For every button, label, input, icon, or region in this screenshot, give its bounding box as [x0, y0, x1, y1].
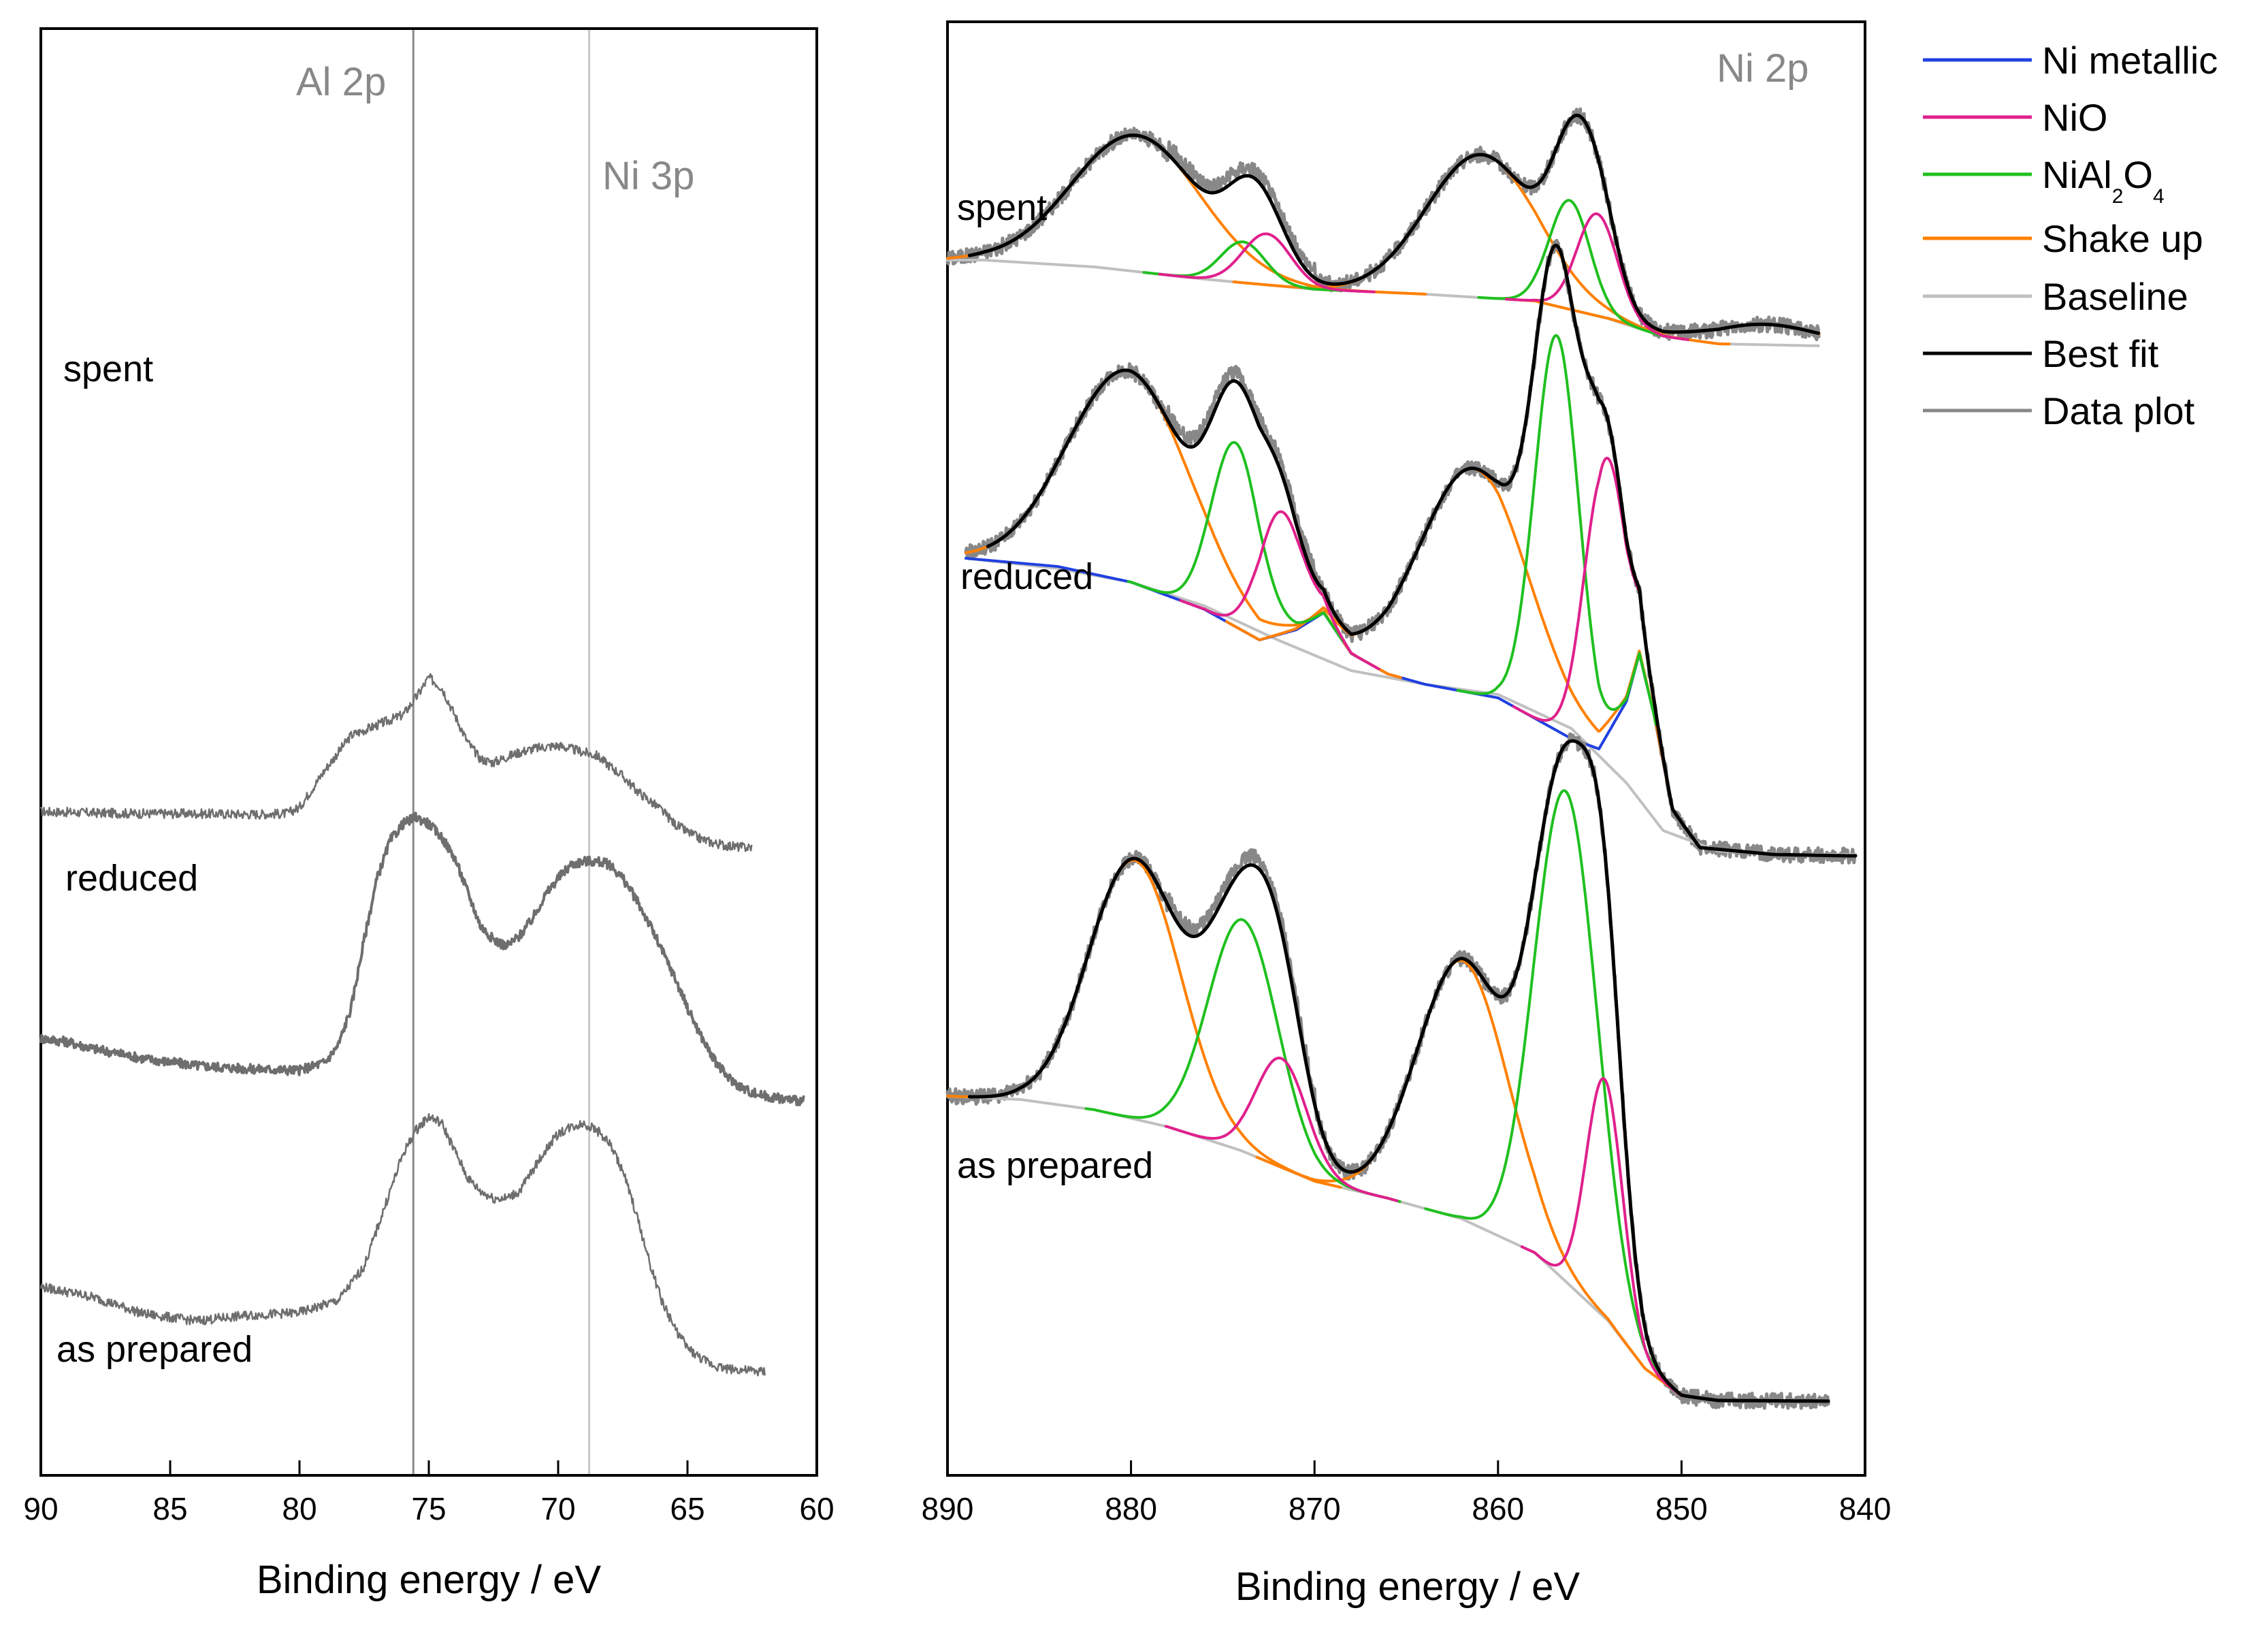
legend-label-best-fit: Best fit — [2042, 332, 2159, 375]
legend-label-shake-up: Shake up — [2042, 217, 2203, 260]
left-x-tick-label-65: 65 — [670, 1491, 704, 1526]
right-x-tick-label-850: 850 — [1655, 1491, 1708, 1526]
shake-up-as-prepared-2 — [1255, 959, 1671, 1388]
nial2o4-reduced-1 — [1127, 440, 1344, 643]
left-label-as-prepared: as prepared — [56, 1329, 253, 1370]
left-curves — [39, 673, 805, 1377]
left-spectrum-as-prepared — [39, 1112, 766, 1377]
legend-nial2o4-sub1: 2 — [2112, 185, 2124, 208]
left-spectrum-spent — [39, 673, 753, 852]
legend-nial2o4-sub2: 4 — [2153, 185, 2165, 208]
right-x-tick-label-880: 880 — [1105, 1491, 1157, 1526]
right-label-spent: spent — [957, 187, 1047, 228]
shake-up-spent-2 — [1232, 153, 1731, 346]
annotation-al2p: Al 2p — [296, 60, 386, 104]
nio-spent-1 — [1158, 232, 1376, 293]
right-label-reduced: reduced — [960, 556, 1093, 597]
legend-label-ni-metallic: Ni metallic — [2042, 39, 2218, 82]
left-x-tick-label-85: 85 — [152, 1491, 187, 1526]
right-group-spent — [945, 107, 1821, 347]
right-x-ticks: 890 880 870 860 850 840 — [922, 1460, 1892, 1526]
data-plot-spent — [945, 107, 1821, 342]
nio-reduced-1 — [1179, 510, 1380, 671]
left-x-tick-label-90: 90 — [23, 1491, 58, 1526]
legend-label-nial2o4: NiAl2O4 — [2042, 153, 2165, 208]
best-fit-spent — [967, 113, 1820, 335]
annotation-ni3p: Ni 3p — [602, 154, 694, 198]
nio-as-prepared-1 — [1164, 1057, 1399, 1202]
nial2o4-reduced-2 — [1456, 334, 1657, 726]
ni-metallic-reduced — [965, 557, 1857, 857]
legend-label-baseline: Baseline — [2042, 275, 2188, 318]
right-group-reduced — [964, 238, 1858, 865]
right-x-axis-title: Binding energy / eV — [1235, 1565, 1581, 1609]
right-group-as-prepared — [945, 732, 1830, 1410]
right-panel: 890 880 870 860 850 840 Ni 2p spent reduced a… — [922, 20, 1892, 1609]
left-spectrum-reduced — [39, 812, 805, 1106]
right-curves — [945, 107, 1858, 1410]
best-fit-as-prepared — [967, 739, 1830, 1403]
right-x-tick-label-870: 870 — [1289, 1491, 1341, 1526]
left-x-tick-label-70: 70 — [540, 1491, 575, 1526]
nial2o4-as-prepared-2 — [1424, 789, 1708, 1400]
legend-label-nio: NiO — [2042, 96, 2107, 139]
baseline-as-prepared — [946, 1095, 1830, 1403]
legend: Ni metallic NiO NiAl2O4 Shake up Baselin… — [1923, 39, 2218, 432]
left-x-tick-label-60: 60 — [799, 1491, 834, 1526]
nio-spent-2 — [1504, 212, 1689, 341]
left-plot-frame — [39, 27, 818, 1477]
baseline-reduced — [965, 557, 1857, 856]
annotation-ni2p: Ni 2p — [1717, 46, 1809, 91]
left-x-ticks: 90 85 80 75 70 65 60 — [23, 1460, 835, 1526]
left-x-tick-label-75: 75 — [411, 1491, 446, 1526]
left-label-spent: spent — [63, 349, 153, 389]
right-x-tick-label-890: 890 — [922, 1491, 974, 1526]
nio-as-prepared-2 — [1520, 1077, 1689, 1398]
right-x-tick-label-860: 860 — [1472, 1491, 1524, 1526]
left-label-reduced: reduced — [65, 858, 198, 899]
legend-label-data-plot: Data plot — [2042, 389, 2195, 432]
shake-up-as-prepared-1 — [946, 859, 1342, 1189]
legend-nial2o4-part2: O — [2123, 153, 2153, 196]
right-plot-frame — [946, 20, 1866, 1477]
left-x-axis-title: Binding energy / eV — [257, 1558, 602, 1602]
right-x-tick-label-840: 840 — [1839, 1491, 1892, 1526]
legend-nial2o4-part1: NiAl — [2042, 153, 2112, 196]
right-label-as-prepared: as prepared — [957, 1145, 1153, 1186]
left-x-tick-label-80: 80 — [282, 1491, 317, 1526]
left-panel: 90 85 80 75 70 65 60 Al 2p Ni 3p spent reduced… — [23, 27, 835, 1602]
best-fit-reduced — [986, 243, 1858, 858]
